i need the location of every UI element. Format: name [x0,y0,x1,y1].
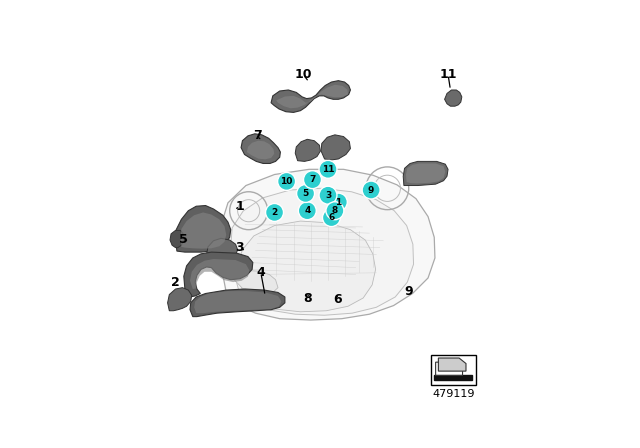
Text: 9: 9 [404,284,413,297]
Text: 11: 11 [439,68,457,81]
Circle shape [319,160,337,178]
Text: 3: 3 [235,241,243,254]
Text: 479119: 479119 [432,389,474,399]
Text: 4: 4 [257,266,265,279]
Polygon shape [175,206,231,252]
Polygon shape [241,134,280,164]
Text: 8: 8 [303,292,312,305]
Polygon shape [295,139,321,161]
Polygon shape [271,81,351,112]
Polygon shape [190,259,250,289]
Polygon shape [190,289,285,317]
Circle shape [303,171,321,189]
Circle shape [296,185,314,202]
Polygon shape [237,221,376,312]
FancyBboxPatch shape [431,354,476,385]
Circle shape [323,209,340,227]
Text: 2: 2 [271,208,278,217]
Polygon shape [221,169,435,320]
Text: 6: 6 [328,213,335,222]
Text: 7: 7 [253,129,262,142]
Circle shape [362,181,380,199]
Text: 3: 3 [325,191,331,200]
Polygon shape [406,164,445,184]
Polygon shape [170,230,184,248]
Text: 2: 2 [171,276,180,289]
Circle shape [319,186,337,204]
Polygon shape [194,291,282,313]
Circle shape [326,202,344,220]
Text: 5: 5 [303,189,308,198]
Text: 5: 5 [179,233,188,246]
Text: 8: 8 [332,206,338,215]
Polygon shape [180,212,226,249]
Text: 7: 7 [309,175,316,184]
Polygon shape [436,362,463,375]
Polygon shape [276,85,348,108]
Polygon shape [231,188,413,315]
Circle shape [266,203,284,221]
Polygon shape [207,238,237,262]
Text: 1: 1 [236,200,244,213]
Polygon shape [403,161,448,185]
Text: 9: 9 [368,185,374,194]
Text: 10: 10 [280,177,292,186]
Polygon shape [184,252,253,297]
Polygon shape [247,141,274,159]
Polygon shape [168,288,192,311]
Polygon shape [445,90,462,106]
FancyBboxPatch shape [435,375,472,380]
Polygon shape [231,269,278,293]
Text: 10: 10 [294,68,312,81]
Circle shape [330,193,348,211]
Text: 11: 11 [322,165,334,174]
Circle shape [298,202,316,220]
Text: 1: 1 [335,198,342,207]
Text: 4: 4 [304,206,310,215]
Text: 6: 6 [333,293,342,306]
Polygon shape [321,135,351,160]
Circle shape [278,172,296,190]
Polygon shape [438,358,466,371]
